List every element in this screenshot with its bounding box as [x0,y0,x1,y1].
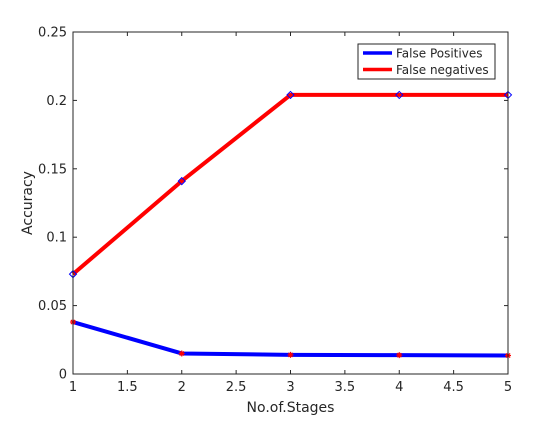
x-tick-label: 4 [395,380,403,395]
axis-ticks: 1 1.5 2 2.5 3 3.5 4 4.5 5 0 0.05 0.1 0.15 0.2 0.25 [38,26,512,396]
x-tick-label: 1 [69,380,77,395]
data-point-false-negatives [177,176,186,186]
x-axis-label: No.of.Stages [247,400,335,416]
legend-box [357,43,496,80]
x-tick-label: 3.5 [335,380,356,395]
x-tick-label: 2 [178,380,186,395]
series-line-false-negatives [71,92,508,276]
y-tick-label: 0.15 [38,162,67,177]
legend-label-false-negatives: False negatives [396,63,489,77]
y-tick-label: 0.2 [46,94,67,109]
x-tick-label: 1.5 [117,380,138,395]
y-axis-label: Accuracy [20,171,36,235]
data-point-false-positives [178,350,185,357]
x-tick-label: 4.5 [443,380,464,395]
data-point-false-negatives [286,90,295,100]
y-tick-label: 0 [59,368,67,383]
legend-label-false-positives: False Positives [396,47,482,61]
x-tick-label: 5 [504,380,512,395]
y-tick-label: 0.05 [38,299,67,314]
y-tick-label: 0.1 [46,231,67,246]
data-point-false-negatives [395,90,404,100]
x-tick-label: 3 [286,380,294,395]
y-tick-label: 0.25 [38,26,67,41]
data-point-false-positives [287,351,294,358]
legend: False Positives False negatives [357,43,496,80]
data-point-false-positives [396,352,403,359]
plot-background [73,32,508,374]
plot-frame [72,31,509,375]
x-tick-label: 2.5 [226,380,247,395]
